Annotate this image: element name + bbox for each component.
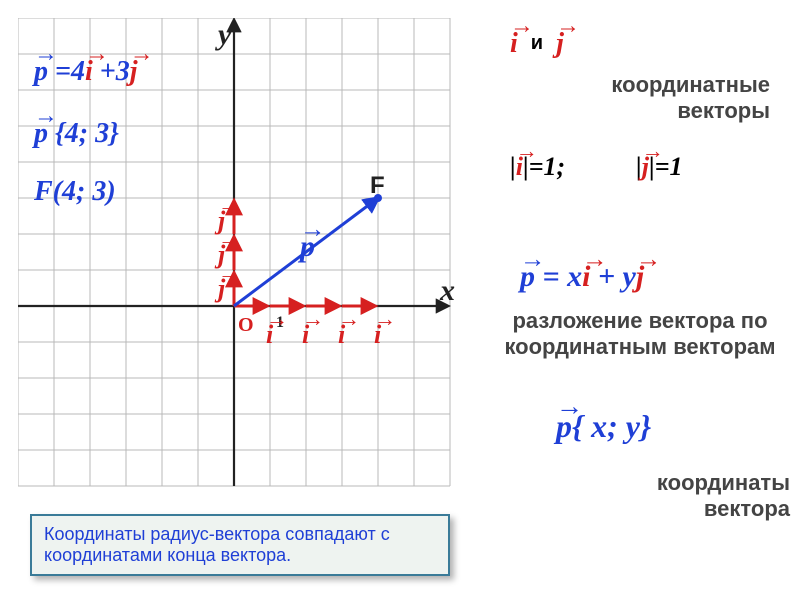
formula-p-decomp: p =4i +3j bbox=[34, 56, 138, 88]
magnitude-j: |j|=1 bbox=[636, 152, 683, 182]
p-vector-label: p bbox=[300, 230, 315, 264]
j-label-3: j bbox=[218, 206, 225, 236]
coord-vectors-label: координатные векторы bbox=[540, 72, 770, 124]
i-label-2: i bbox=[302, 320, 309, 350]
formula-f-point: F(4; 3) bbox=[34, 176, 116, 208]
origin-label: O bbox=[238, 314, 254, 337]
i-label-4: i bbox=[374, 320, 381, 350]
decomp-caption: разложение вектора по координатным векто… bbox=[490, 308, 790, 360]
callout-note: Координаты радиус-вектора совпадают с ко… bbox=[30, 514, 450, 576]
j-label-1: j bbox=[218, 274, 225, 304]
general-coords: p{ x; y} bbox=[556, 408, 651, 445]
coordinate-plane bbox=[18, 18, 470, 504]
formula-p-coords: p {4; 3} bbox=[34, 118, 119, 150]
basis-vectors-heading: i и j bbox=[510, 28, 564, 60]
x-axis-label: x bbox=[440, 274, 455, 308]
general-decomp: p = xi + yj bbox=[520, 260, 644, 294]
i-label-3: i bbox=[338, 320, 345, 350]
j-label-2: j bbox=[218, 240, 225, 270]
y-axis-label: y bbox=[218, 18, 231, 52]
point-f-label: F bbox=[370, 172, 385, 200]
magnitude-i: |i|=1; bbox=[510, 152, 565, 182]
i-label-1: i bbox=[266, 320, 273, 350]
coords-caption: координаты вектора bbox=[600, 470, 790, 522]
